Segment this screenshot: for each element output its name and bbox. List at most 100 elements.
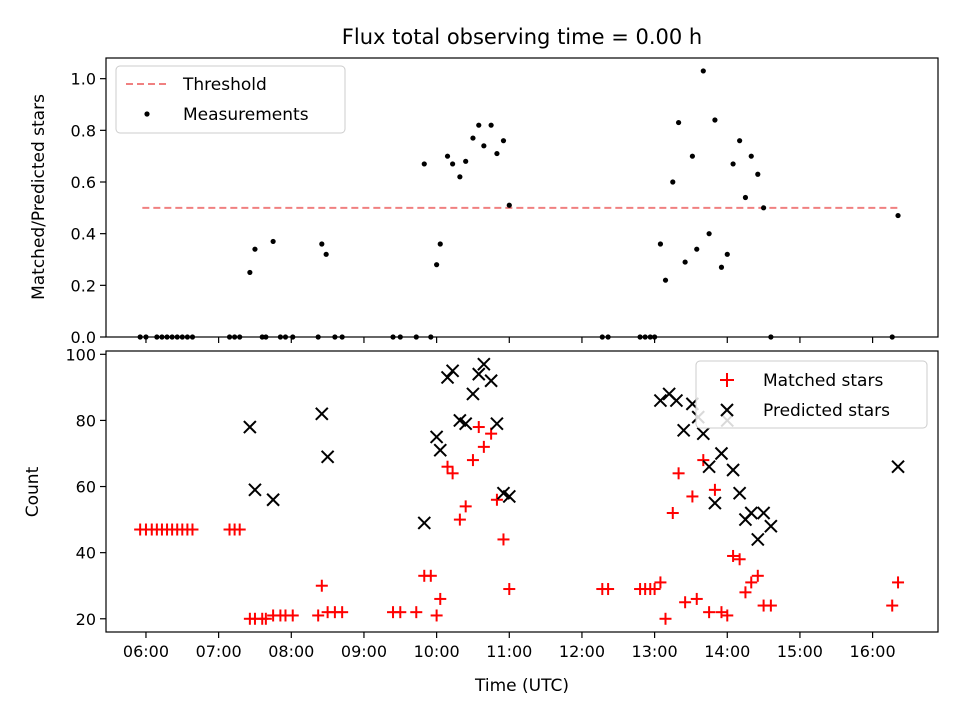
predicted-point bbox=[891, 459, 905, 474]
bottom-plot-frame bbox=[105, 350, 939, 633]
matched-point bbox=[466, 454, 479, 467]
measurement-point bbox=[694, 246, 700, 252]
matched-point bbox=[751, 569, 764, 582]
top-y-tick-label: 0.8 bbox=[71, 121, 96, 140]
measurement-point bbox=[481, 143, 487, 149]
predicted-point bbox=[653, 393, 668, 408]
legend-measurements-label: Measurements bbox=[183, 105, 309, 125]
top-plot-frame bbox=[105, 57, 939, 338]
bottom-x-tick-label: 11:00 bbox=[486, 642, 532, 661]
bottom-y-tick-label: 80 bbox=[76, 411, 96, 430]
bottom-x-tick-label: 16:00 bbox=[850, 642, 896, 661]
bottom-x-tick-label: 13:00 bbox=[632, 642, 678, 661]
matched-point bbox=[721, 609, 734, 622]
predicted-point bbox=[676, 423, 691, 438]
matched-point bbox=[259, 612, 272, 625]
matched-point bbox=[666, 506, 679, 519]
bottom-y-tick-label: 100 bbox=[65, 345, 96, 364]
predicted-point bbox=[756, 506, 771, 520]
matched-point bbox=[424, 569, 437, 582]
bottom-x-tick-label: 15:00 bbox=[777, 642, 823, 661]
matched-point bbox=[686, 490, 699, 503]
measurement-point bbox=[748, 153, 754, 159]
measurement-point bbox=[434, 262, 440, 268]
predicted-point bbox=[417, 516, 431, 530]
measurement-point bbox=[670, 179, 676, 185]
predicted-point bbox=[484, 374, 498, 388]
predicted-point bbox=[445, 364, 460, 378]
measurement-point bbox=[662, 277, 669, 283]
matched-point bbox=[459, 500, 472, 513]
bottom-y-tick-label: 60 bbox=[76, 478, 96, 497]
bottom-y-axis-label: Count bbox=[23, 466, 43, 517]
matched-point bbox=[690, 592, 703, 605]
measurement-point bbox=[252, 246, 258, 252]
predicted-point bbox=[751, 532, 765, 547]
top-y-tick-label: 1.0 bbox=[71, 70, 96, 89]
bottom-x-tick-label: 14:00 bbox=[704, 642, 750, 661]
measurement-point bbox=[700, 68, 706, 74]
predicted-point bbox=[429, 430, 444, 444]
matched-point bbox=[233, 523, 246, 536]
matched-point bbox=[739, 586, 752, 599]
top-x-ticks bbox=[145, 337, 874, 343]
predicted-point bbox=[714, 446, 729, 461]
legend-threshold-label: Threshold bbox=[182, 75, 267, 95]
top-legend-box bbox=[115, 65, 346, 134]
matched-point bbox=[336, 606, 349, 619]
bottom-x-tick-label: 10:00 bbox=[414, 642, 460, 661]
bottom-legend-box bbox=[695, 360, 928, 429]
bottom-x-tick-label: 12:00 bbox=[559, 642, 605, 661]
measurement-point bbox=[895, 212, 901, 219]
measurement-point bbox=[657, 241, 664, 247]
predicted-point bbox=[726, 463, 740, 477]
bottom-x-tick-label: 07:00 bbox=[196, 642, 242, 661]
predicted-point bbox=[477, 357, 491, 371]
measurement-point bbox=[450, 161, 456, 167]
matched-point bbox=[186, 523, 199, 536]
predicted-point bbox=[440, 370, 455, 385]
series-predicted-stars bbox=[243, 357, 905, 547]
measurement-point bbox=[755, 171, 761, 177]
matched-point bbox=[733, 553, 746, 566]
top-y-tick-label: 0.4 bbox=[71, 225, 96, 244]
matched-point bbox=[497, 533, 510, 546]
matched-point bbox=[654, 576, 667, 589]
predicted-point bbox=[708, 496, 722, 510]
measurement-point bbox=[506, 202, 512, 208]
bottom-y-tick-label: 20 bbox=[76, 610, 96, 629]
bottom-x-axis-label: Time (UTC) bbox=[474, 676, 569, 696]
measurement-point bbox=[476, 122, 482, 128]
matched-point bbox=[394, 606, 407, 619]
matched-point bbox=[679, 596, 692, 609]
predicted-point bbox=[490, 417, 504, 431]
top-y-tick-label: 0.2 bbox=[71, 276, 96, 295]
matched-point bbox=[648, 583, 661, 596]
matched-point bbox=[659, 612, 672, 625]
predicted-point bbox=[266, 493, 280, 507]
matched-point bbox=[286, 609, 299, 622]
matched-point bbox=[441, 460, 454, 473]
matched-point bbox=[472, 421, 485, 434]
matched-point bbox=[446, 467, 459, 480]
measurement-point bbox=[470, 135, 476, 141]
predicted-point bbox=[458, 417, 473, 431]
measurement-point bbox=[463, 158, 469, 164]
bottom-panel: 20 40 60 80 100 06:00 07:00 08:00 09:00 10:00 11:… bbox=[23, 345, 939, 696]
matched-point bbox=[503, 583, 516, 596]
measurement-point bbox=[319, 241, 325, 247]
measurement-point bbox=[761, 205, 767, 211]
predicted-point bbox=[466, 387, 480, 401]
top-y-tick-label: 0.6 bbox=[71, 173, 96, 192]
top-y-axis-label: Matched/Predicted stars bbox=[29, 94, 49, 300]
predicted-point bbox=[243, 420, 257, 434]
matched-point bbox=[430, 609, 443, 622]
predicted-point bbox=[702, 459, 716, 474]
measurement-point bbox=[421, 161, 427, 167]
measurement-point bbox=[488, 122, 494, 128]
top-y-ticks: 0.0 0.2 0.4 0.6 0.8 1.0 bbox=[71, 70, 106, 347]
bottom-y-ticks: 20 40 60 80 100 bbox=[65, 345, 106, 629]
bottom-x-tick-label: 09:00 bbox=[341, 642, 387, 661]
measurement-point bbox=[689, 153, 695, 159]
measurement-point bbox=[457, 174, 463, 180]
